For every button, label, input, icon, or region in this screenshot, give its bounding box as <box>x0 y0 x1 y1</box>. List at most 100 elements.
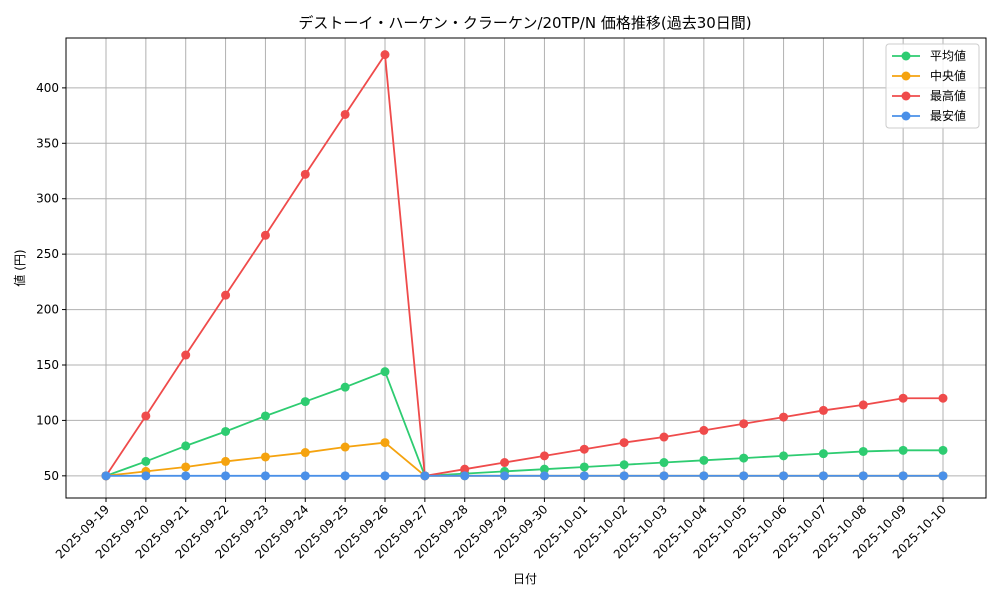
legend-item: 中央値 <box>892 68 966 83</box>
data-point <box>141 471 151 481</box>
chart-title: デストーイ・ハーケン・クラーケン/20TP/N 価格推移(過去30日間) <box>298 14 751 32</box>
data-point <box>779 451 789 461</box>
y-axis-title: 値 (円) <box>12 249 27 286</box>
legend-box <box>885 43 980 129</box>
data-point <box>300 397 310 407</box>
series-2 <box>101 50 948 481</box>
y-tick-label: 350 <box>36 136 59 150</box>
y-axis-ticks: 50 100 150 200 250 300 350 400 <box>36 81 66 483</box>
plot-frame <box>65 37 987 499</box>
data-point <box>380 50 390 60</box>
grid-lines <box>66 38 986 498</box>
data-point <box>619 460 629 470</box>
data-point <box>221 471 231 481</box>
data-point <box>500 458 510 468</box>
data-point <box>260 230 270 240</box>
data-point <box>420 471 430 481</box>
legend-marker <box>901 71 911 81</box>
data-point <box>938 445 948 455</box>
legend-item: 最高値 <box>892 88 966 103</box>
series-3 <box>101 471 948 481</box>
data-point <box>539 464 549 474</box>
data-point <box>221 456 231 466</box>
data-point <box>260 452 270 462</box>
data-point <box>340 442 350 452</box>
data-point <box>380 438 390 448</box>
y-tick-label: 300 <box>36 192 59 206</box>
data-point <box>579 471 589 481</box>
data-point <box>300 448 310 458</box>
data-point <box>659 471 669 481</box>
data-point <box>260 471 270 481</box>
data-point <box>539 471 549 481</box>
data-point <box>659 432 669 442</box>
x-axis-ticks: 2025-09-192025-09-202025-09-212025-09-22… <box>53 498 949 561</box>
data-point <box>181 462 191 472</box>
data-point <box>340 382 350 392</box>
data-point <box>340 109 350 119</box>
y-tick-label: 50 <box>44 469 59 483</box>
data-point <box>300 169 310 179</box>
legend-marker <box>901 111 911 121</box>
data-point <box>699 471 709 481</box>
data-point <box>818 405 828 415</box>
data-point <box>340 471 350 481</box>
y-tick-label: 100 <box>36 413 59 427</box>
data-point <box>101 471 111 481</box>
legend-marker <box>901 91 911 101</box>
data-point <box>858 400 868 410</box>
data-point <box>619 471 629 481</box>
legend-marker <box>901 51 911 61</box>
y-tick-label: 400 <box>36 81 59 95</box>
data-point <box>818 449 828 459</box>
data-point <box>141 456 151 466</box>
series-line <box>105 53 943 477</box>
data-point <box>300 471 310 481</box>
data-point <box>500 471 510 481</box>
data-point <box>699 455 709 465</box>
data-point <box>699 425 709 435</box>
data-point <box>858 471 868 481</box>
data-point <box>898 393 908 403</box>
series-line <box>105 370 943 477</box>
legend-label: 平均値 <box>930 48 966 63</box>
legend-label: 中央値 <box>930 68 966 83</box>
data-point <box>898 471 908 481</box>
data-point <box>539 451 549 461</box>
y-tick-label: 200 <box>36 303 59 317</box>
data-point <box>938 471 948 481</box>
data-point <box>460 471 470 481</box>
data-point <box>739 453 749 463</box>
data-point <box>181 350 191 360</box>
data-point <box>221 290 231 300</box>
legend-item: 平均値 <box>892 48 966 63</box>
legend-label: 最安値 <box>930 108 966 123</box>
data-series <box>101 50 948 481</box>
data-point <box>141 411 151 421</box>
data-point <box>858 446 868 456</box>
data-point <box>739 419 749 429</box>
data-point <box>818 471 828 481</box>
data-point <box>779 471 789 481</box>
data-point <box>181 441 191 451</box>
data-point <box>898 445 908 455</box>
data-point <box>579 444 589 454</box>
data-point <box>460 464 470 474</box>
data-point <box>739 471 749 481</box>
y-tick-label: 250 <box>36 247 59 261</box>
y-tick-label: 150 <box>36 358 59 372</box>
data-point <box>579 462 589 472</box>
data-point <box>380 471 390 481</box>
legend-item: 最安値 <box>892 108 966 123</box>
x-axis-title: 日付 <box>513 572 537 586</box>
data-point <box>779 412 789 422</box>
data-point <box>260 411 270 421</box>
data-point <box>619 438 629 448</box>
data-point <box>221 426 231 436</box>
data-point <box>380 367 390 377</box>
data-point <box>659 458 669 468</box>
data-point <box>181 471 191 481</box>
data-point <box>938 393 948 403</box>
